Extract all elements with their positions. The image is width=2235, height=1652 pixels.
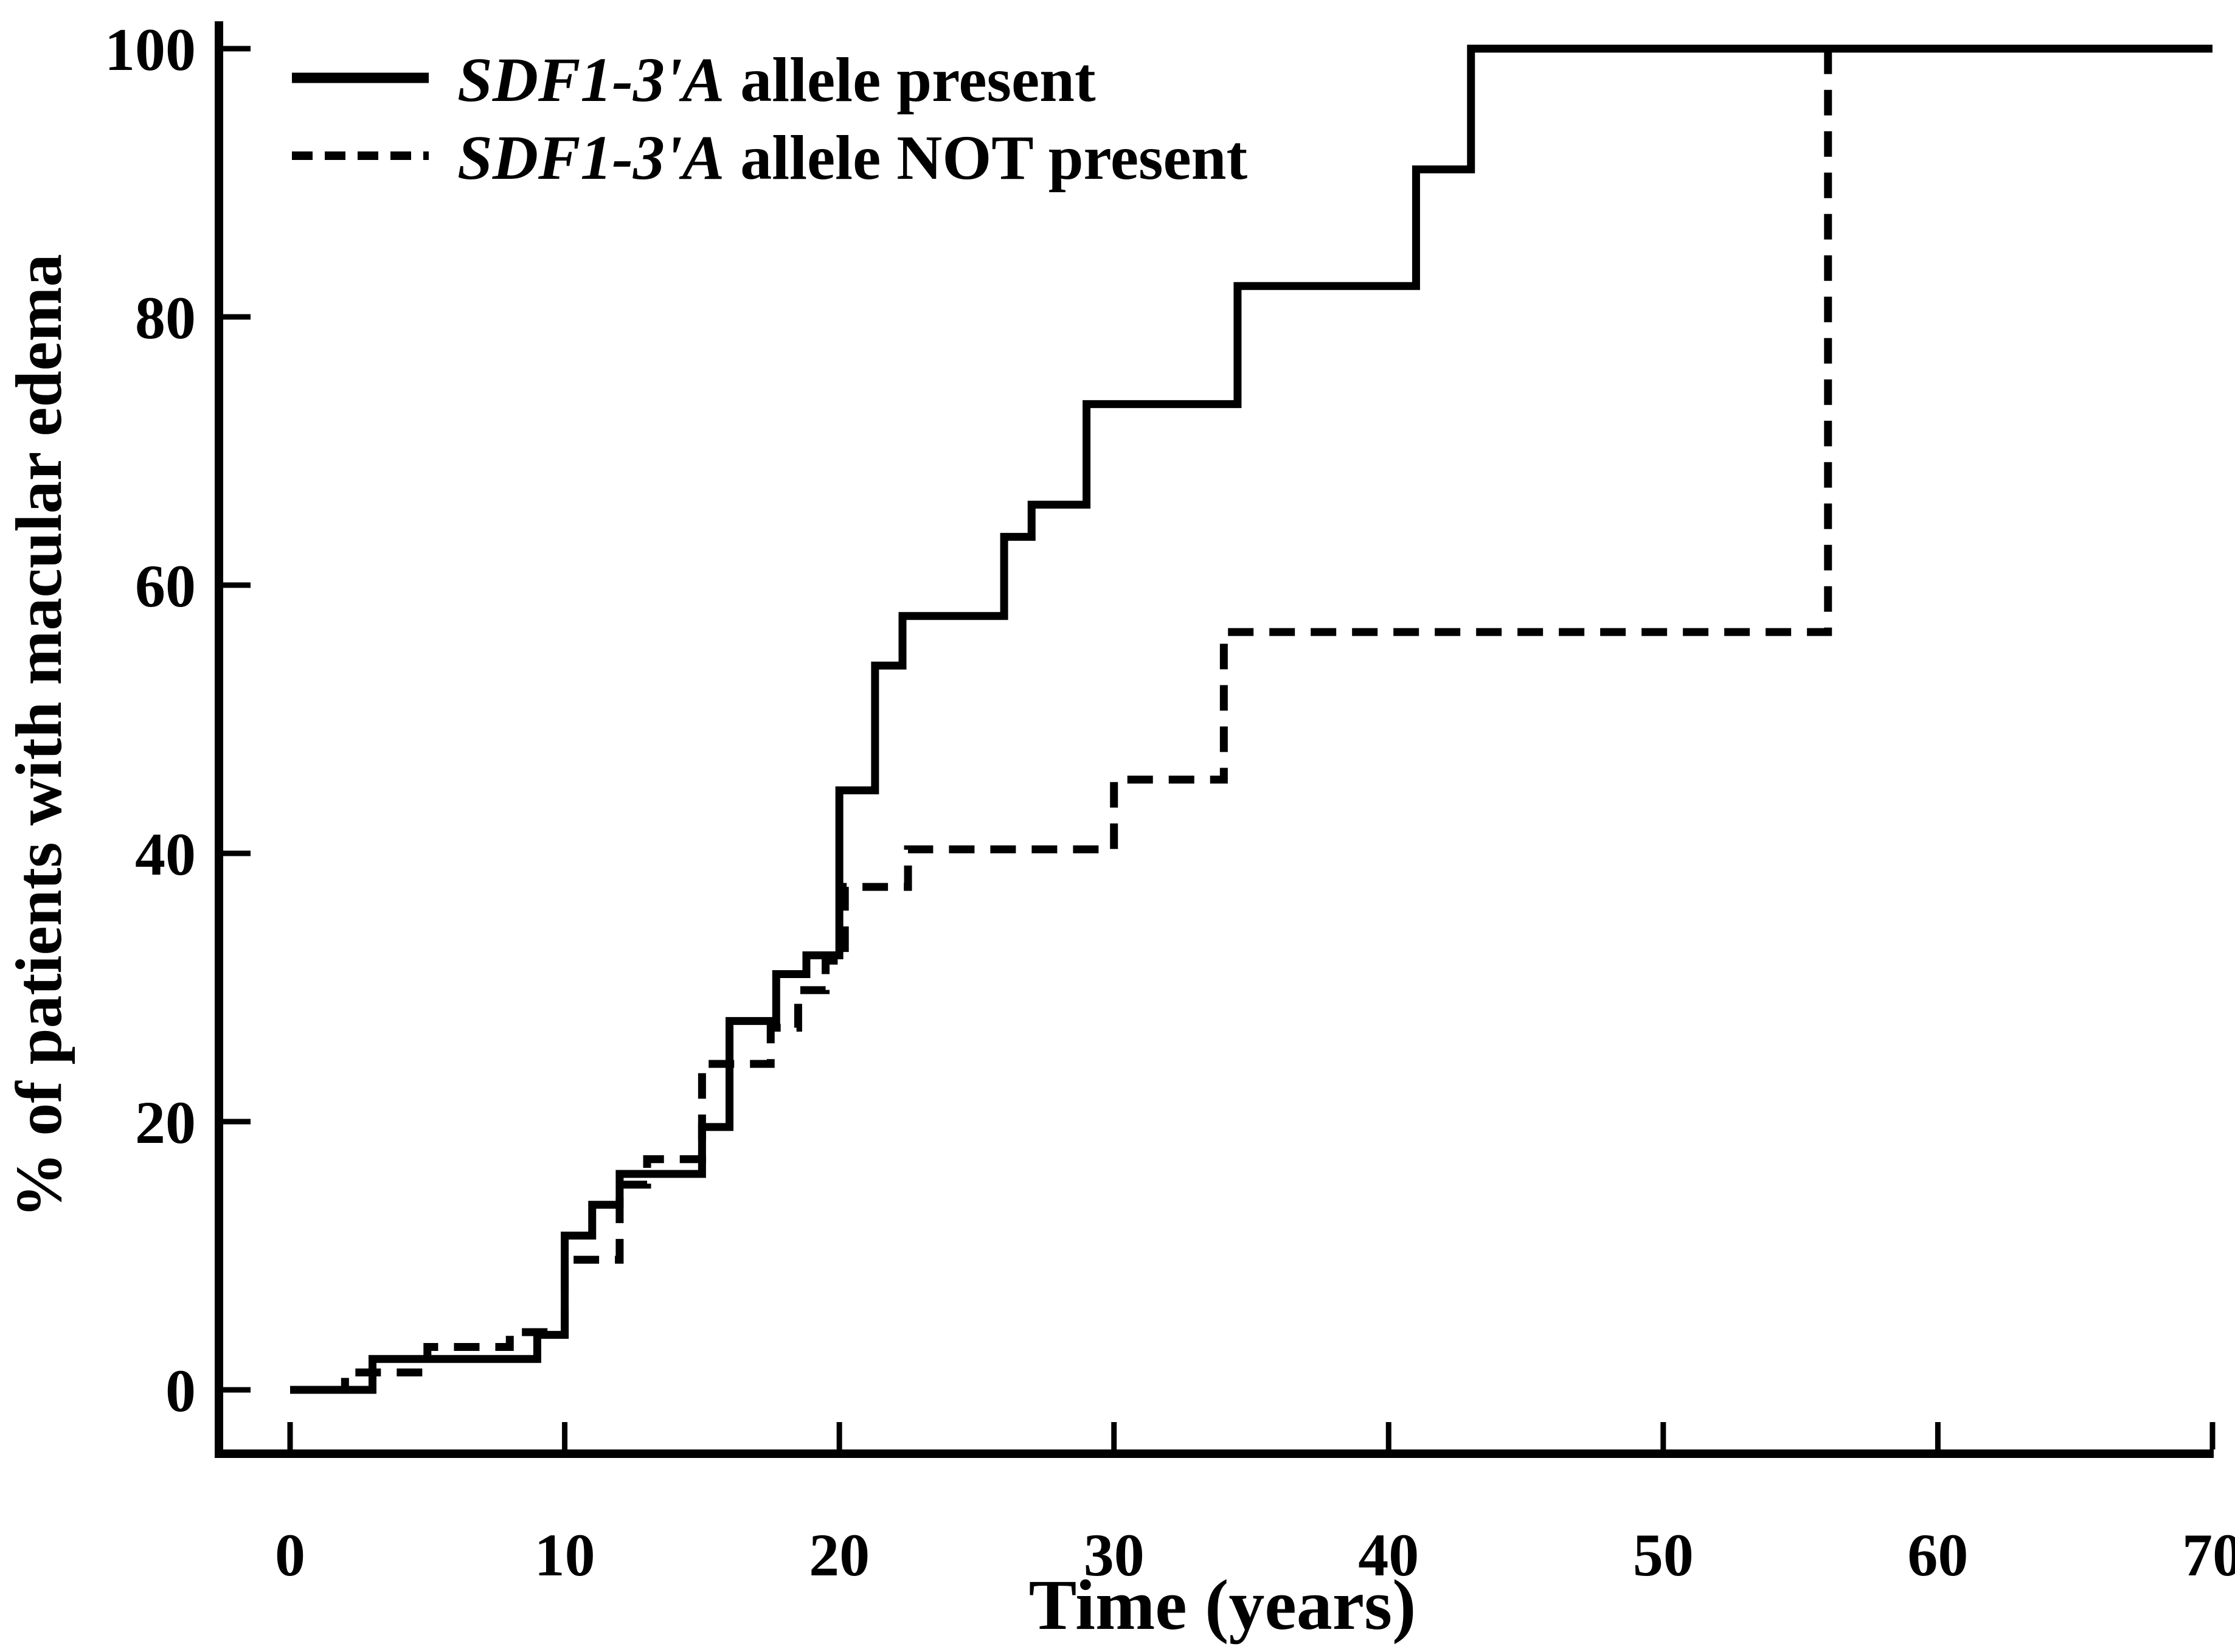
x-tick-label: 60 bbox=[1907, 1521, 1968, 1589]
y-tick-label: 60 bbox=[135, 552, 196, 620]
x-tick-label: 10 bbox=[535, 1521, 595, 1589]
x-tick-label: 20 bbox=[809, 1521, 870, 1589]
series-line-allele-not-present bbox=[290, 44, 2212, 1394]
x-axis-title: Time (years) bbox=[1029, 1565, 1416, 1645]
legend-label: SDF1-3'A allele present bbox=[457, 45, 1096, 115]
x-tick-label: 0 bbox=[275, 1521, 305, 1589]
x-tick-label: 70 bbox=[2182, 1521, 2235, 1589]
x-tick-label: 40 bbox=[1358, 1521, 1419, 1589]
y-tick-label: 100 bbox=[105, 16, 196, 83]
legend-label: SDF1-3'A allele NOT present bbox=[457, 123, 1247, 193]
y-tick-label: 0 bbox=[165, 1357, 196, 1425]
y-tick-label: 20 bbox=[135, 1089, 196, 1156]
y-tick-label: 40 bbox=[135, 821, 196, 888]
series-line-allele-present bbox=[290, 44, 2212, 1394]
y-axis-title: % of patients with macular edema bbox=[3, 254, 75, 1218]
x-tick-label: 50 bbox=[1633, 1521, 1694, 1589]
x-tick-label: 30 bbox=[1084, 1521, 1145, 1589]
y-tick-label: 80 bbox=[135, 284, 196, 352]
